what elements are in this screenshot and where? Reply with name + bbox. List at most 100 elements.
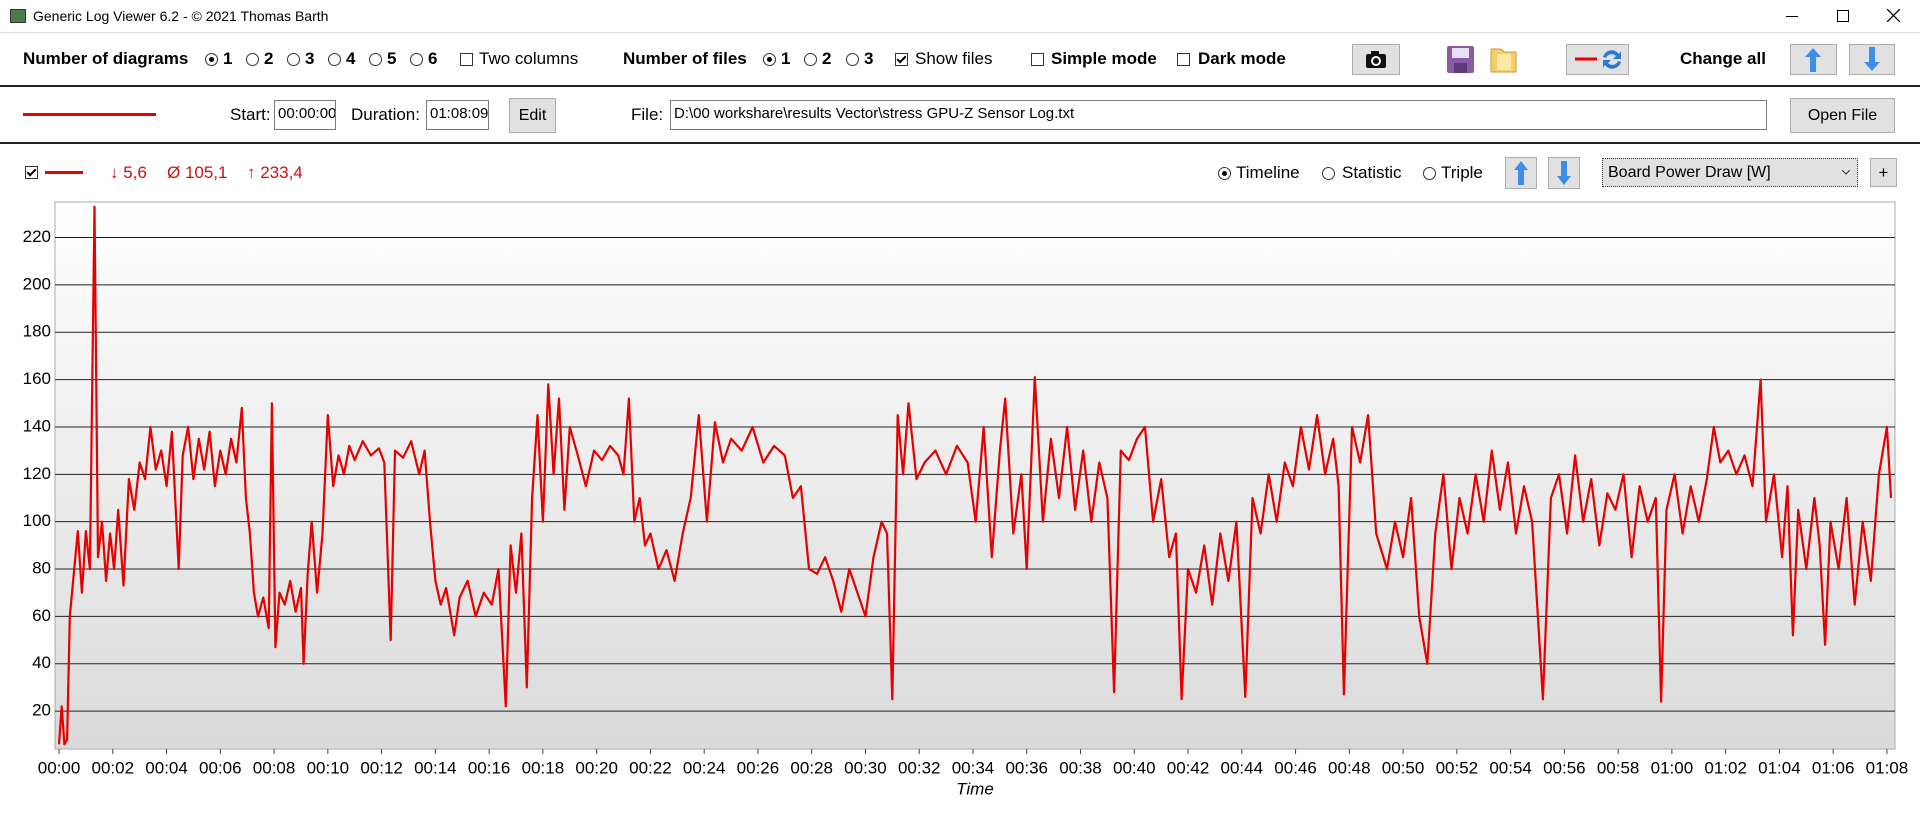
- chart: Time 20 40 60 80 100 120 140 160 180 200 220 00:00 0…: [23, 201, 1908, 798]
- checkbox[interactable]: [895, 53, 908, 66]
- radio[interactable]: [328, 53, 341, 66]
- min-stat: ↓ 5,6: [110, 163, 147, 182]
- series-line-sample: [45, 171, 83, 174]
- file-path-input[interactable]: D:\00 workshare\results Vector\stress GP…: [670, 100, 1767, 130]
- x-tick-label: 00:10: [307, 758, 350, 777]
- radio-label[interactable]: 4: [346, 49, 356, 68]
- y-tick-label: 220: [23, 227, 51, 246]
- move-up-button[interactable]: [1790, 44, 1837, 75]
- start-input[interactable]: 00:00:00: [274, 100, 336, 130]
- diagrams-label: Number of diagrams: [23, 49, 189, 68]
- radio-label[interactable]: 3: [305, 49, 315, 68]
- maximize-button[interactable]: [1837, 10, 1849, 22]
- x-tick-label: 00:48: [1328, 758, 1371, 777]
- x-tick-label: 00:32: [898, 758, 941, 777]
- radio-label[interactable]: 3: [864, 49, 874, 68]
- x-tick-label: 00:42: [1167, 758, 1210, 777]
- add-diagram-button[interactable]: +: [1870, 158, 1897, 187]
- checkbox-label[interactable]: Two columns: [479, 49, 579, 68]
- x-axis-label: Time: [956, 779, 994, 798]
- radio-label[interactable]: 2: [822, 49, 832, 68]
- move-down-button[interactable]: [1849, 44, 1895, 75]
- radio-label[interactable]: 6: [428, 49, 438, 68]
- x-tick-label: 00:34: [952, 758, 995, 777]
- x-tick-label: 00:58: [1597, 758, 1640, 777]
- y-tick-label: 60: [32, 606, 51, 625]
- duration-input[interactable]: 01:08:09: [426, 100, 489, 130]
- y-tick-label: 140: [23, 416, 51, 435]
- radio-label[interactable]: Triple: [1441, 163, 1483, 182]
- x-tick-label: 01:02: [1704, 758, 1747, 777]
- radio[interactable]: [1218, 167, 1231, 180]
- screenshot-button[interactable]: [1352, 44, 1400, 75]
- x-tick-label: 00:24: [683, 758, 726, 777]
- down-arrow: [1864, 47, 1880, 71]
- x-tick-label: 00:40: [1113, 758, 1156, 777]
- x-tick-label: 00:00: [38, 758, 81, 777]
- file-label: File:: [631, 105, 664, 124]
- radio-label[interactable]: 5: [387, 49, 397, 68]
- radio-label[interactable]: 2: [264, 49, 274, 68]
- radio[interactable]: [369, 53, 382, 66]
- checkbox-label[interactable]: Show files: [915, 49, 993, 68]
- dropdown-arrow: [1842, 170, 1850, 175]
- radio[interactable]: [1423, 167, 1436, 180]
- folder-icon[interactable]: [1488, 44, 1520, 76]
- line-style-button[interactable]: [1566, 44, 1629, 75]
- radio-label[interactable]: Statistic: [1342, 163, 1402, 182]
- window-title: Generic Log Viewer 6.2 - © 2021 Thomas B…: [33, 8, 329, 24]
- x-tick-label: 00:04: [145, 758, 188, 777]
- radio[interactable]: [205, 53, 218, 66]
- x-tick-label: 00:44: [1221, 758, 1264, 777]
- start-label: Start:: [230, 105, 271, 124]
- separator: [0, 142, 1920, 144]
- y-tick-label: 180: [23, 322, 51, 341]
- radio[interactable]: [246, 53, 259, 66]
- open-file-button[interactable]: Open File: [1790, 98, 1895, 133]
- file-line-sample: [23, 113, 156, 116]
- title-bar: Generic Log Viewer 6.2 - © 2021 Thomas B…: [0, 0, 1920, 33]
- x-tick-label: 00:36: [1005, 758, 1048, 777]
- x-tick-label: 00:52: [1436, 758, 1479, 777]
- x-tick-label: 00:18: [522, 758, 565, 777]
- save-icon[interactable]: [1445, 44, 1477, 76]
- radio[interactable]: [1322, 167, 1335, 180]
- diagram-down-button[interactable]: [1548, 157, 1580, 189]
- avg-stat: Ø 105,1: [167, 163, 228, 182]
- radio[interactable]: [287, 53, 300, 66]
- radio[interactable]: [410, 53, 423, 66]
- checkbox-label[interactable]: Dark mode: [1198, 49, 1286, 68]
- y-tick-label: 20: [32, 701, 51, 720]
- x-tick-label: 00:26: [737, 758, 780, 777]
- x-tick-label: 01:04: [1758, 758, 1801, 777]
- checkbox[interactable]: [25, 166, 38, 179]
- edit-button[interactable]: Edit: [509, 98, 556, 133]
- checkbox[interactable]: [1031, 53, 1044, 66]
- close-button[interactable]: [1887, 9, 1900, 22]
- line-refresh-icon: [1575, 50, 1621, 69]
- minimize-button[interactable]: [1786, 16, 1798, 17]
- checkbox-label[interactable]: Simple mode: [1051, 49, 1157, 68]
- up-arrow: [1514, 161, 1528, 185]
- radio[interactable]: [846, 53, 859, 66]
- x-tick-label: 00:06: [199, 758, 242, 777]
- radio[interactable]: [804, 53, 817, 66]
- radio-label[interactable]: 1: [223, 49, 233, 68]
- x-tick-label: 01:06: [1812, 758, 1855, 777]
- radio-label[interactable]: Timeline: [1236, 163, 1300, 182]
- y-tick-label: 120: [23, 464, 51, 483]
- channel-dropdown[interactable]: Board Power Draw [W]: [1602, 158, 1858, 187]
- checkbox[interactable]: [1177, 53, 1190, 66]
- x-tick-label: 00:02: [92, 758, 135, 777]
- checkbox[interactable]: [460, 53, 473, 66]
- x-tick-label: 00:38: [1059, 758, 1102, 777]
- radio-label[interactable]: 1: [781, 49, 791, 68]
- radio[interactable]: [763, 53, 776, 66]
- camera-icon: [1366, 51, 1386, 68]
- y-tick-label: 200: [23, 274, 51, 293]
- x-tick-label: 00:46: [1274, 758, 1317, 777]
- diagram-up-button[interactable]: [1505, 157, 1537, 189]
- y-tick-label: 160: [23, 369, 51, 388]
- x-tick-label: 00:12: [360, 758, 403, 777]
